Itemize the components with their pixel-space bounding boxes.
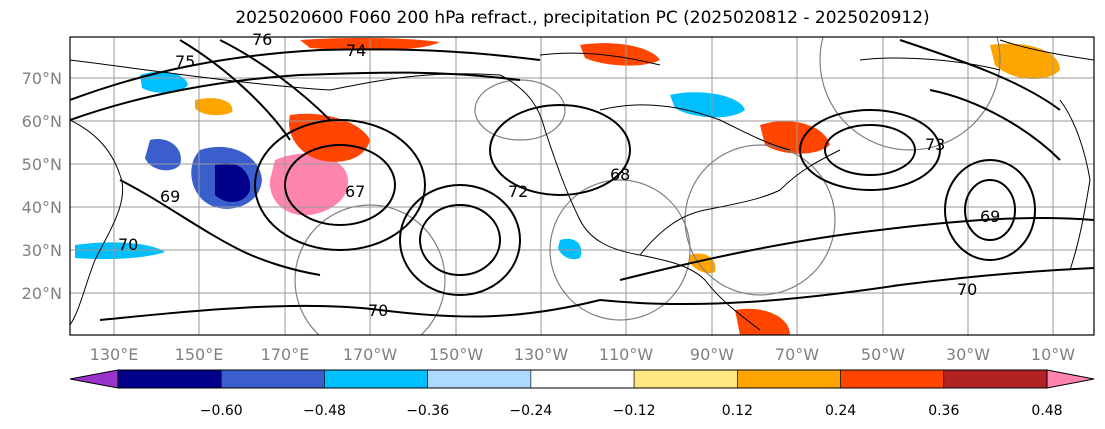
contour-label: 69 xyxy=(160,187,180,206)
lat-label: 40°N xyxy=(22,198,62,217)
great-circle-rings xyxy=(294,37,1001,335)
contour-label: 73 xyxy=(925,135,945,154)
colorbar-swatch xyxy=(530,369,635,389)
contour-label: 70 xyxy=(957,280,977,299)
contour-label: 70 xyxy=(368,301,388,320)
colorbar-tick-label: −0.36 xyxy=(406,403,449,419)
shading-blue-west xyxy=(145,139,181,171)
colorbar-tick-label: 0.24 xyxy=(825,403,856,419)
shading-navy xyxy=(215,162,251,202)
coastlines xyxy=(70,39,1094,331)
longitude-axis: 130°E 150°E 170°E 170°W 150°W 130°W 110°… xyxy=(90,345,1076,364)
lon-label: 90°W xyxy=(690,345,734,364)
lon-label: 130°W xyxy=(514,345,569,364)
contour-label: 68 xyxy=(610,165,630,184)
graticule xyxy=(70,37,1094,335)
colorbar: −0.60 −0.48 −0.36 −0.24 −0.12 0.12 0.24 0.36 0.4… xyxy=(69,369,1095,419)
contour-label: 76 xyxy=(252,30,272,49)
contour-label: 69 xyxy=(980,207,1000,226)
shading-cyan-alaska xyxy=(140,71,188,93)
colorbar-swatch xyxy=(943,369,1048,389)
shading-orange-bering xyxy=(195,98,233,116)
colorbar-swatch xyxy=(427,369,532,389)
lon-label: 170°E xyxy=(261,345,310,364)
shading-red-orange xyxy=(289,113,370,162)
colorbar-swatches xyxy=(117,369,1048,389)
contour-label: 70 xyxy=(118,235,138,254)
colorbar-swatch xyxy=(633,369,738,389)
shading-orange-ne xyxy=(990,43,1060,80)
lon-label: 50°W xyxy=(861,345,905,364)
lon-label: 170°W xyxy=(343,345,398,364)
lat-label: 50°N xyxy=(22,155,62,174)
colorbar-frame xyxy=(117,369,1048,389)
lon-label: 110°W xyxy=(599,345,654,364)
colorbar-tick-label: 0.12 xyxy=(722,403,753,419)
colorbar-tick-label: 0.36 xyxy=(928,403,959,419)
shading-red-caribbean xyxy=(735,308,790,335)
lon-label: 150°W xyxy=(429,345,484,364)
colorbar-tick-label: −0.12 xyxy=(613,403,656,419)
colorbar-swatch xyxy=(324,369,428,389)
lon-label: 130°E xyxy=(90,345,139,364)
lat-label: 70°N xyxy=(22,69,62,88)
map-frame xyxy=(69,36,1095,336)
colorbar-tick-label: −0.60 xyxy=(200,403,243,419)
map-title: 2025020600 F060 200 hPa refract., precip… xyxy=(235,8,930,28)
contour-label: 72 xyxy=(508,182,528,201)
colorbar-swatch xyxy=(737,369,841,389)
colorbar-extend-min xyxy=(69,369,119,389)
colorbar-labels: −0.60 −0.48 −0.36 −0.24 −0.12 0.12 0.24 0.36 0.4… xyxy=(200,403,1063,419)
shading-cyan-baja xyxy=(558,238,582,260)
colorbar-extend-max xyxy=(1046,369,1095,389)
colorbar-tick-label: −0.24 xyxy=(509,403,552,419)
colorbar-swatch xyxy=(840,369,945,389)
colorbar-tick-label: 0.48 xyxy=(1031,403,1062,419)
lat-label: 20°N xyxy=(22,284,62,303)
contour-label: 75 xyxy=(175,52,195,71)
contour-label: 67 xyxy=(345,182,365,201)
refractivity-contours xyxy=(70,39,1094,321)
colorbar-tick-label: −0.48 xyxy=(303,403,346,419)
shading-red-atlantic xyxy=(760,121,830,154)
lat-label: 60°N xyxy=(22,112,62,131)
lon-label: 150°E xyxy=(175,345,224,364)
lat-label: 30°N xyxy=(22,241,62,260)
lon-label: 70°W xyxy=(775,345,819,364)
lon-label: 30°W xyxy=(946,345,990,364)
shading-cyan-hudson xyxy=(670,92,745,118)
colorbar-swatch xyxy=(220,369,325,389)
latitude-axis: 70°N 60°N 50°N 40°N 30°N 20°N xyxy=(22,69,62,303)
lon-label: 10°W xyxy=(1031,345,1075,364)
colorbar-swatch xyxy=(117,369,222,389)
contour-labels: 76 74 75 67 72 69 70 68 69 70 73 70 xyxy=(118,30,1000,320)
contour-label: 74 xyxy=(346,41,366,60)
